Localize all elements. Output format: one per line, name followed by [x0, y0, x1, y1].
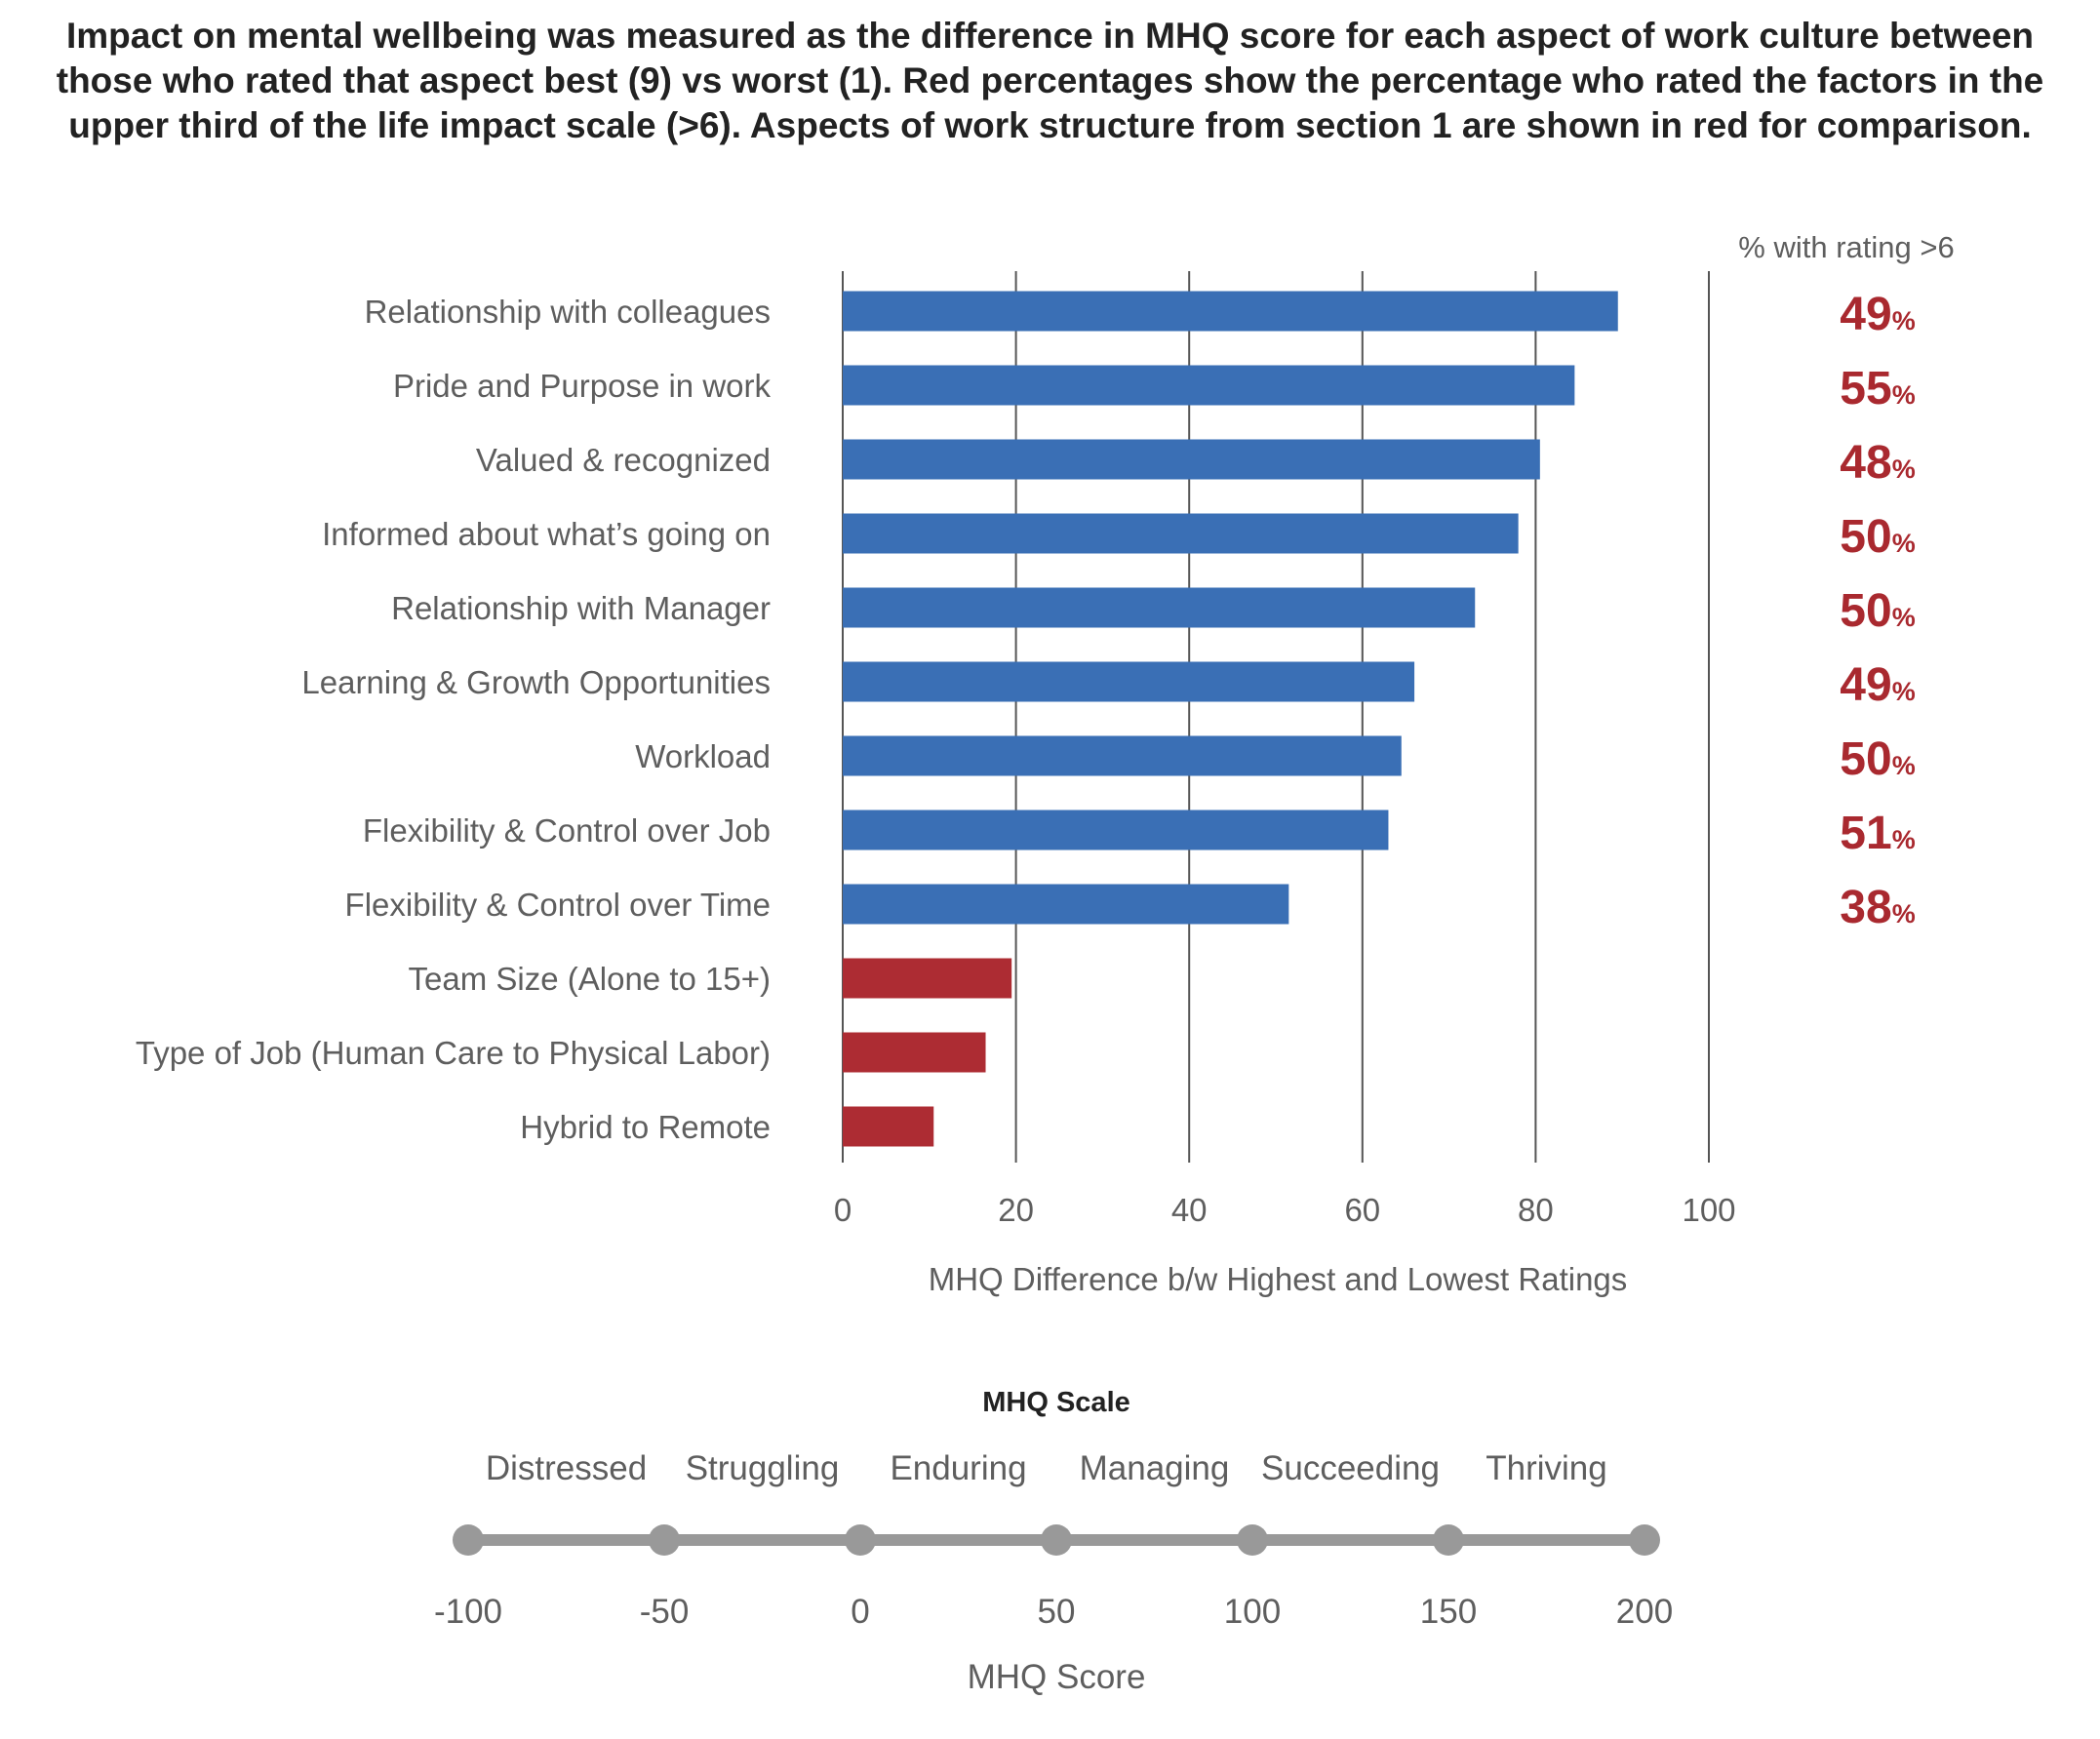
percent-label: 55%	[1840, 363, 1915, 415]
percent-value: 49	[1840, 289, 1891, 340]
category-label: Flexibility & Control over Time	[345, 887, 771, 923]
percent-label: 50%	[1840, 733, 1915, 785]
category-label: Learning & Growth Opportunities	[301, 664, 771, 700]
x-tick-label: 80	[1518, 1192, 1554, 1228]
scale-tick-label: -100	[434, 1593, 502, 1631]
percent-value: 48	[1840, 437, 1891, 489]
percent-value: 38	[1840, 882, 1891, 933]
bar	[843, 513, 1519, 554]
percent-label: 50%	[1840, 585, 1915, 637]
percent-label: 51%	[1840, 808, 1915, 859]
percent-symbol: %	[1892, 825, 1916, 854]
x-tick-label: 0	[834, 1192, 852, 1228]
percent-value: 49	[1840, 659, 1891, 711]
bar	[843, 1106, 934, 1147]
percent-value: 50	[1840, 733, 1891, 785]
percent-label: 48%	[1840, 437, 1915, 489]
category-label: Hybrid to Remote	[520, 1109, 771, 1145]
scale-band-label: Managing	[1080, 1449, 1230, 1487]
percent-label: 49%	[1840, 289, 1915, 340]
gridlines	[842, 271, 1710, 1163]
scale-band-label: Struggling	[686, 1449, 840, 1487]
category-label: Pride and Purpose in work	[393, 368, 772, 404]
percent-symbol: %	[1892, 751, 1916, 780]
percent-label: 49%	[1840, 659, 1915, 711]
percent-value: 50	[1840, 511, 1891, 563]
scale-band-label: Thriving	[1486, 1449, 1606, 1487]
percent-symbol: %	[1892, 455, 1916, 484]
scale-tick-label: -50	[640, 1593, 690, 1631]
scale-point	[1041, 1524, 1072, 1556]
percent-labels: 49%55%48%50%50%49%50%51%38%	[1840, 289, 1915, 933]
x-tick-label: 100	[1682, 1192, 1735, 1228]
scale-tick-label: 150	[1420, 1593, 1477, 1631]
percent-symbol: %	[1892, 529, 1916, 558]
percent-label: 50%	[1840, 511, 1915, 563]
bar	[843, 661, 1415, 702]
scale-point	[845, 1524, 876, 1556]
x-tick-label: 60	[1344, 1192, 1380, 1228]
bar	[843, 365, 1575, 406]
x-axis-title: MHQ Difference b/w Highest and Lowest Ra…	[929, 1261, 1628, 1297]
x-tick-label: 20	[998, 1192, 1034, 1228]
percent-label: 38%	[1840, 882, 1915, 933]
percent-symbol: %	[1892, 380, 1916, 410]
scale-points	[453, 1524, 1660, 1556]
scale-band-label: Distressed	[486, 1449, 647, 1487]
scale-point	[1629, 1524, 1660, 1556]
scale-tick-labels: -100 -50 0 50 100 150 200	[434, 1593, 1673, 1631]
scale-band-labels: Distressed Struggling Enduring Managing Succ…	[486, 1449, 1607, 1487]
scale-title: MHQ Scale	[982, 1387, 1130, 1418]
bar	[843, 958, 1012, 999]
scale-tick-label: 200	[1616, 1593, 1673, 1631]
percent-symbol: %	[1892, 306, 1916, 336]
bar	[843, 1032, 986, 1073]
scale-tick-label: 50	[1038, 1593, 1076, 1631]
scale-axis-title: MHQ Score	[968, 1658, 1146, 1696]
percent-header: % with rating >6	[1738, 230, 1954, 264]
category-label: Valued & recognized	[476, 442, 771, 478]
x-tick-labels: 0 20 40 60 80 100	[834, 1192, 1736, 1228]
category-label: Relationship with colleagues	[365, 294, 771, 330]
percent-symbol: %	[1892, 603, 1916, 632]
bars	[843, 291, 1618, 1147]
bar	[843, 439, 1540, 480]
category-label: Flexibility & Control over Job	[363, 812, 771, 849]
scale-point	[649, 1524, 680, 1556]
percent-value: 50	[1840, 585, 1891, 637]
bar	[843, 884, 1289, 925]
category-labels: Relationship with colleagues Pride and Pu…	[136, 294, 772, 1145]
scale-band-label: Enduring	[890, 1449, 1026, 1487]
x-tick-label: 40	[1171, 1192, 1208, 1228]
chart-caption: Impact on mental wellbeing was measured …	[56, 16, 2044, 145]
percent-value: 55	[1840, 363, 1891, 415]
category-label: Team Size (Alone to 15+)	[409, 961, 771, 997]
category-label: Relationship with Manager	[391, 590, 771, 626]
bar	[843, 810, 1389, 850]
scale-tick-label: 100	[1224, 1593, 1281, 1631]
category-label: Workload	[635, 738, 771, 774]
category-label: Type of Job (Human Care to Physical Labo…	[136, 1035, 771, 1071]
bar	[843, 587, 1476, 628]
percent-symbol: %	[1892, 677, 1916, 706]
bar	[843, 291, 1618, 332]
scale-point	[1237, 1524, 1268, 1556]
category-label: Informed about what’s going on	[322, 516, 771, 552]
percent-symbol: %	[1892, 899, 1916, 929]
bar	[843, 735, 1402, 776]
scale-point	[453, 1524, 484, 1556]
percent-value: 51	[1840, 808, 1891, 859]
scale-band-label: Succeeding	[1261, 1449, 1440, 1487]
scale-point	[1433, 1524, 1464, 1556]
scale-tick-label: 0	[851, 1593, 869, 1631]
